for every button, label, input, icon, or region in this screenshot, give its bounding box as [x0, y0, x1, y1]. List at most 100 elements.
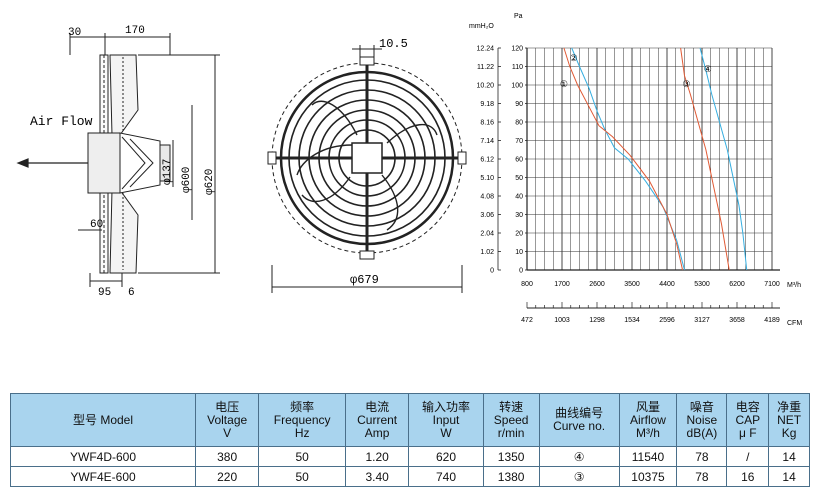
- pa-tick-label: 30: [515, 212, 523, 219]
- x-tick-label-cfm: 1298: [589, 317, 605, 324]
- header-text: Noise: [686, 412, 718, 427]
- table-row: YWF4D-600 380 50 1.20 620 1350 ④ 11540 78/14: [10, 446, 810, 467]
- dia-137-label: φ137: [162, 159, 174, 185]
- header-text: r/min: [497, 425, 525, 440]
- pa-tick-label: 110: [512, 64, 523, 71]
- header-text: 净重: [777, 399, 802, 414]
- table-cell: ③: [538, 466, 620, 487]
- pa-tick-label: 40: [515, 194, 523, 201]
- header-cell: 电压 Voltage V: [194, 393, 260, 447]
- table-row: YWF4E-600 220 50 3.40 740 1380 ③ 10375 78 16 14: [10, 466, 810, 487]
- dia-620-label: φ620: [204, 169, 216, 195]
- x-tick-label-cfm: 3127: [694, 317, 710, 324]
- pa-tick-label: 50: [515, 175, 523, 182]
- header-text: Voltage: [207, 412, 248, 427]
- x-tick-label-cfm: 4189: [764, 317, 780, 324]
- x-tick-label-m3h: 1700: [554, 281, 570, 288]
- mmh2o-tick-label: 7.14: [480, 138, 494, 145]
- table-cell: 14: [768, 446, 810, 467]
- dia-600-label: φ600: [181, 167, 193, 193]
- front-view-drawing: 10.5 φ679: [267, 37, 467, 293]
- header-text: 噪音: [689, 399, 714, 414]
- table-cell: 1380: [482, 466, 540, 487]
- header-text: Hz: [294, 425, 310, 440]
- header-text: Airflow: [629, 412, 666, 427]
- header-text: 频率: [290, 399, 315, 414]
- header-text: 电流: [365, 399, 390, 414]
- header-text: 风量: [635, 399, 660, 414]
- spec-table: 型号 Model 电压 Voltage V 频率 Frequency Hz 电流 Current…: [10, 393, 810, 487]
- curve-label-2: ②: [570, 53, 578, 63]
- table-cell: 740: [408, 466, 484, 487]
- header-text: Speed: [493, 412, 529, 427]
- x-tick-label-m3h: 3500: [624, 281, 640, 288]
- table-cell: 380: [194, 446, 260, 467]
- header-text: 电压: [215, 399, 240, 414]
- header-text: Amp: [364, 425, 390, 440]
- x-tick-label-cfm: 1003: [554, 317, 570, 324]
- curve-label-4: ④: [704, 64, 712, 74]
- header-text: CAP: [735, 412, 761, 427]
- header-text: Frequency: [273, 412, 331, 427]
- table-cell: YWF4E-600: [10, 466, 196, 487]
- pa-tick-label: 90: [515, 101, 523, 108]
- table-cell: 10375: [618, 466, 678, 487]
- dim-170-label: 170: [125, 25, 145, 37]
- side-view-drawing: 30 170 Air Flow 60 95 6 φ137 φ600 φ620: [16, 25, 220, 299]
- x-tick-label-m3h: 2600: [589, 281, 605, 288]
- dim-60-label: 60: [90, 219, 103, 231]
- performance-chart: 120110100908070605040302010012.2411.2210…: [469, 13, 802, 327]
- mmh2o-tick-label: 3.06: [480, 212, 494, 219]
- header-text: Input: [432, 412, 460, 427]
- x-tick-label-cfm: 3658: [729, 317, 745, 324]
- mmh2o-unit-label: mmH₂O: [469, 23, 494, 30]
- mmh2o-tick-label: 2.04: [480, 231, 494, 238]
- x-tick-label-cfm: 2596: [659, 317, 675, 324]
- table-cell: 1350: [482, 446, 540, 467]
- header-cell: 风量 Airflow M³/h: [618, 393, 678, 447]
- header-cell: 电流 Current Amp: [344, 393, 410, 447]
- header-text: 转速: [499, 399, 524, 414]
- header-text: M³/h: [635, 425, 660, 440]
- header-cell: 净重 NET Kg: [768, 393, 810, 447]
- curve-label-1: ①: [560, 79, 568, 89]
- dia-679-label: φ679: [350, 273, 379, 287]
- pa-tick-label: 100: [511, 83, 523, 90]
- cfm-unit-label: CFM: [787, 320, 802, 327]
- airflow-label: Air Flow: [30, 114, 93, 129]
- header-text: W: [440, 425, 452, 440]
- header-cell: 转速 Speed r/min: [482, 393, 540, 447]
- table-cell: 3.40: [344, 466, 410, 487]
- header-text: V: [223, 425, 232, 440]
- table-cell: 50: [258, 446, 346, 467]
- x-tick-label-m3h: 4400: [659, 281, 675, 288]
- x-tick-label-cfm: 472: [521, 317, 533, 324]
- dim-10-5-label: 10.5: [379, 37, 408, 51]
- x-tick-label-m3h: 6200: [729, 281, 745, 288]
- mmh2o-tick-label: 12.24: [476, 46, 494, 53]
- header-cell: 噪音 Noise dB(A): [676, 393, 728, 447]
- table-cell: YWF4D-600: [10, 446, 196, 467]
- header-cell: 频率 Frequency Hz: [258, 393, 346, 447]
- header-cell: 曲线编号 Curve no.: [538, 393, 620, 447]
- pa-tick-label: 60: [515, 157, 523, 164]
- dim-6-label: 6: [128, 287, 135, 299]
- curve-2: [563, 47, 684, 271]
- mmh2o-tick-label: 11.22: [477, 64, 494, 71]
- pa-unit-label: Pa: [514, 13, 523, 20]
- mmh2o-tick-label: 8.16: [480, 120, 494, 127]
- header-text: 输入功率: [421, 399, 470, 414]
- curve-label-3: ③: [682, 79, 690, 89]
- mmh2o-tick-label: 9.18: [480, 101, 494, 108]
- x-tick-label-cfm: 1534: [624, 317, 640, 324]
- spec-table-header: 型号 Model 电压 Voltage V 频率 Frequency Hz 电流 Current…: [10, 393, 810, 447]
- dim-30-label: 30: [68, 27, 81, 39]
- header-text: 型号 Model: [72, 412, 134, 427]
- header-text: dB(A): [686, 425, 718, 440]
- pa-tick-label: 120: [511, 46, 523, 53]
- mmh2o-tick-label: 4.08: [480, 194, 494, 201]
- table-cell: 620: [408, 446, 484, 467]
- pa-tick-label: 0: [519, 268, 523, 275]
- header-text: 曲线编号: [555, 406, 604, 420]
- header-cell: 电容 CAP μ F: [726, 393, 770, 447]
